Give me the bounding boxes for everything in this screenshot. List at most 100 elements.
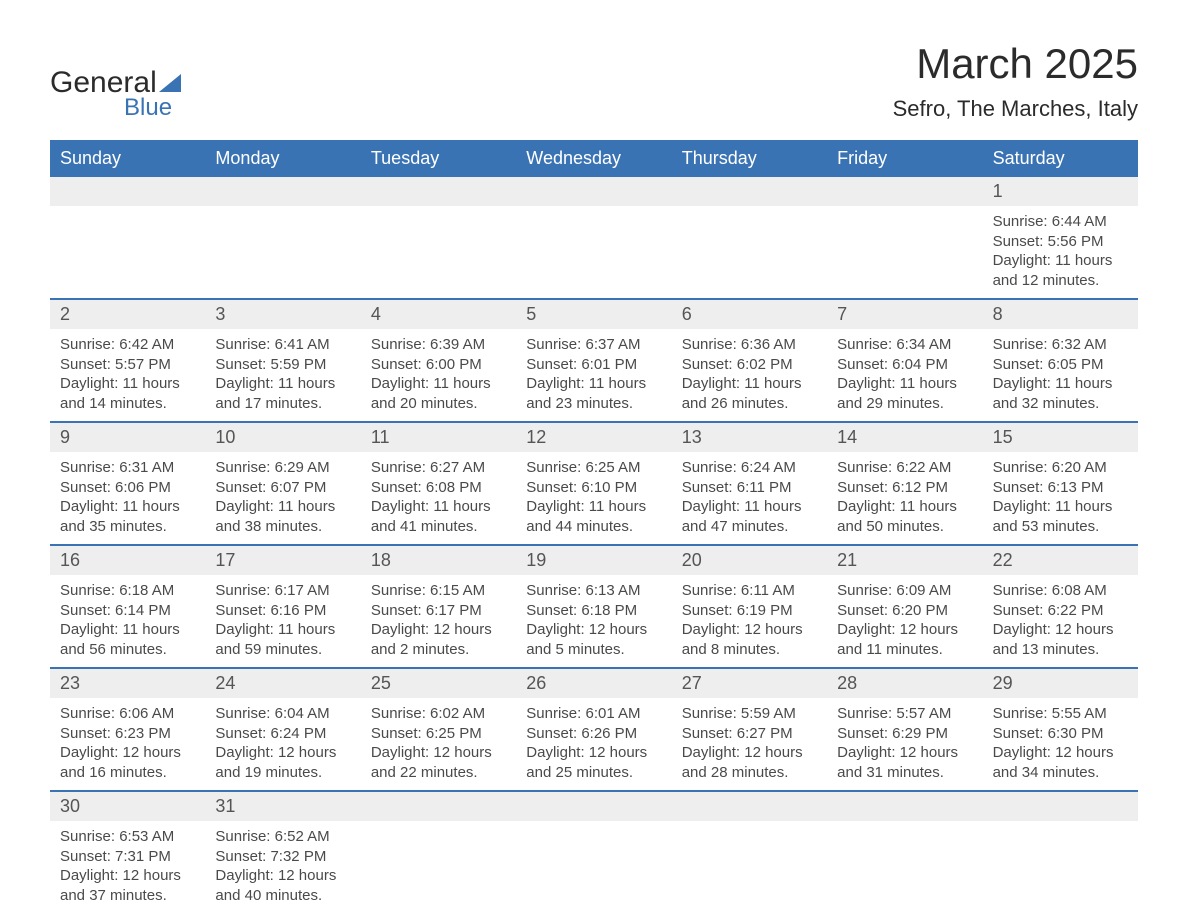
sunrise-line: Sunrise: 6:22 AM [837,458,972,478]
sunrise-line: Sunrise: 6:02 AM [371,704,506,724]
day-cell: Sunrise: 6:01 AMSunset: 6:26 PMDaylight:… [516,698,671,790]
daynum-strip: 2345678 [50,300,1138,329]
daynum-strip: 1 [50,177,1138,206]
sunset-line: Sunset: 6:05 PM [993,355,1128,375]
day-cell: Sunrise: 6:29 AMSunset: 6:07 PMDaylight:… [205,452,360,544]
day-cell: Sunrise: 6:39 AMSunset: 6:00 PMDaylight:… [361,329,516,421]
sunset-line: Sunset: 7:32 PM [215,847,350,867]
day-number: 14 [827,423,982,452]
day-cell: Sunrise: 6:02 AMSunset: 6:25 PMDaylight:… [361,698,516,790]
sunset-line: Sunset: 7:31 PM [60,847,195,867]
day-number: 21 [827,546,982,575]
day-cell: Sunrise: 6:08 AMSunset: 6:22 PMDaylight:… [983,575,1138,667]
day-number [672,177,827,206]
calendar: Sunday Monday Tuesday Wednesday Thursday… [50,140,1138,913]
day-number: 23 [50,669,205,698]
day-number [361,792,516,821]
day-number [516,792,671,821]
sunset-line: Sunset: 6:10 PM [526,478,661,498]
calendar-week: 9101112131415Sunrise: 6:31 AMSunset: 6:0… [50,421,1138,544]
day-cell: Sunrise: 6:13 AMSunset: 6:18 PMDaylight:… [516,575,671,667]
daynum-strip: 3031 [50,792,1138,821]
day-number [672,792,827,821]
daylight-line: Daylight: 11 hours and 20 minutes. [371,374,506,413]
daylight-line: Daylight: 11 hours and 59 minutes. [215,620,350,659]
brand-triangle-icon [159,74,181,92]
day-cell: Sunrise: 6:22 AMSunset: 6:12 PMDaylight:… [827,452,982,544]
day-cell [672,206,827,298]
sunset-line: Sunset: 6:29 PM [837,724,972,744]
day-detail-row: Sunrise: 6:31 AMSunset: 6:06 PMDaylight:… [50,452,1138,544]
day-number [50,177,205,206]
weekday-label: Sunday [50,140,205,177]
sunset-line: Sunset: 6:27 PM [682,724,817,744]
sunrise-line: Sunrise: 6:15 AM [371,581,506,601]
sunset-line: Sunset: 6:18 PM [526,601,661,621]
sunset-line: Sunset: 6:22 PM [993,601,1128,621]
sunset-line: Sunset: 6:19 PM [682,601,817,621]
day-number: 28 [827,669,982,698]
sunset-line: Sunset: 5:57 PM [60,355,195,375]
day-cell [516,206,671,298]
weekday-label: Saturday [983,140,1138,177]
day-detail-row: Sunrise: 6:18 AMSunset: 6:14 PMDaylight:… [50,575,1138,667]
daylight-line: Daylight: 12 hours and 8 minutes. [682,620,817,659]
sunrise-line: Sunrise: 6:08 AM [993,581,1128,601]
page-header: General Blue March 2025 Sefro, The March… [50,40,1138,122]
daylight-line: Daylight: 12 hours and 19 minutes. [215,743,350,782]
calendar-week: 1Sunrise: 6:44 AMSunset: 5:56 PMDaylight… [50,177,1138,298]
day-cell: Sunrise: 6:04 AMSunset: 6:24 PMDaylight:… [205,698,360,790]
daylight-line: Daylight: 12 hours and 31 minutes. [837,743,972,782]
sunset-line: Sunset: 5:56 PM [993,232,1128,252]
daylight-line: Daylight: 11 hours and 41 minutes. [371,497,506,536]
sunrise-line: Sunrise: 6:20 AM [993,458,1128,478]
day-cell: Sunrise: 6:32 AMSunset: 6:05 PMDaylight:… [983,329,1138,421]
day-cell: Sunrise: 6:27 AMSunset: 6:08 PMDaylight:… [361,452,516,544]
sunset-line: Sunset: 6:13 PM [993,478,1128,498]
daylight-line: Daylight: 12 hours and 37 minutes. [60,866,195,905]
day-cell: Sunrise: 5:57 AMSunset: 6:29 PMDaylight:… [827,698,982,790]
sunset-line: Sunset: 6:25 PM [371,724,506,744]
day-cell [50,206,205,298]
day-cell: Sunrise: 5:59 AMSunset: 6:27 PMDaylight:… [672,698,827,790]
day-number [361,177,516,206]
day-number: 11 [361,423,516,452]
day-cell: Sunrise: 6:15 AMSunset: 6:17 PMDaylight:… [361,575,516,667]
day-cell [205,206,360,298]
sunrise-line: Sunrise: 6:18 AM [60,581,195,601]
sunrise-line: Sunrise: 6:39 AM [371,335,506,355]
day-number: 8 [983,300,1138,329]
day-cell: Sunrise: 6:06 AMSunset: 6:23 PMDaylight:… [50,698,205,790]
daylight-line: Daylight: 11 hours and 35 minutes. [60,497,195,536]
day-cell [827,821,982,913]
sunrise-line: Sunrise: 6:25 AM [526,458,661,478]
daylight-line: Daylight: 11 hours and 56 minutes. [60,620,195,659]
day-number: 30 [50,792,205,821]
day-cell: Sunrise: 6:53 AMSunset: 7:31 PMDaylight:… [50,821,205,913]
daylight-line: Daylight: 11 hours and 29 minutes. [837,374,972,413]
daylight-line: Daylight: 11 hours and 17 minutes. [215,374,350,413]
sunset-line: Sunset: 6:23 PM [60,724,195,744]
day-number: 10 [205,423,360,452]
day-number: 12 [516,423,671,452]
location-subtitle: Sefro, The Marches, Italy [893,96,1138,122]
daylight-line: Daylight: 12 hours and 22 minutes. [371,743,506,782]
day-number: 4 [361,300,516,329]
day-detail-row: Sunrise: 6:53 AMSunset: 7:31 PMDaylight:… [50,821,1138,913]
brand-name-2: Blue [124,94,181,122]
sunrise-line: Sunrise: 6:06 AM [60,704,195,724]
day-number: 29 [983,669,1138,698]
day-number: 3 [205,300,360,329]
day-cell [827,206,982,298]
sunrise-line: Sunrise: 6:34 AM [837,335,972,355]
day-cell: Sunrise: 6:44 AMSunset: 5:56 PMDaylight:… [983,206,1138,298]
daylight-line: Daylight: 11 hours and 32 minutes. [993,374,1128,413]
sunrise-line: Sunrise: 6:29 AM [215,458,350,478]
day-detail-row: Sunrise: 6:42 AMSunset: 5:57 PMDaylight:… [50,329,1138,421]
day-cell: Sunrise: 6:09 AMSunset: 6:20 PMDaylight:… [827,575,982,667]
month-title: March 2025 [893,40,1138,88]
daylight-line: Daylight: 12 hours and 11 minutes. [837,620,972,659]
sunrise-line: Sunrise: 6:44 AM [993,212,1128,232]
sunrise-line: Sunrise: 5:57 AM [837,704,972,724]
day-number: 17 [205,546,360,575]
